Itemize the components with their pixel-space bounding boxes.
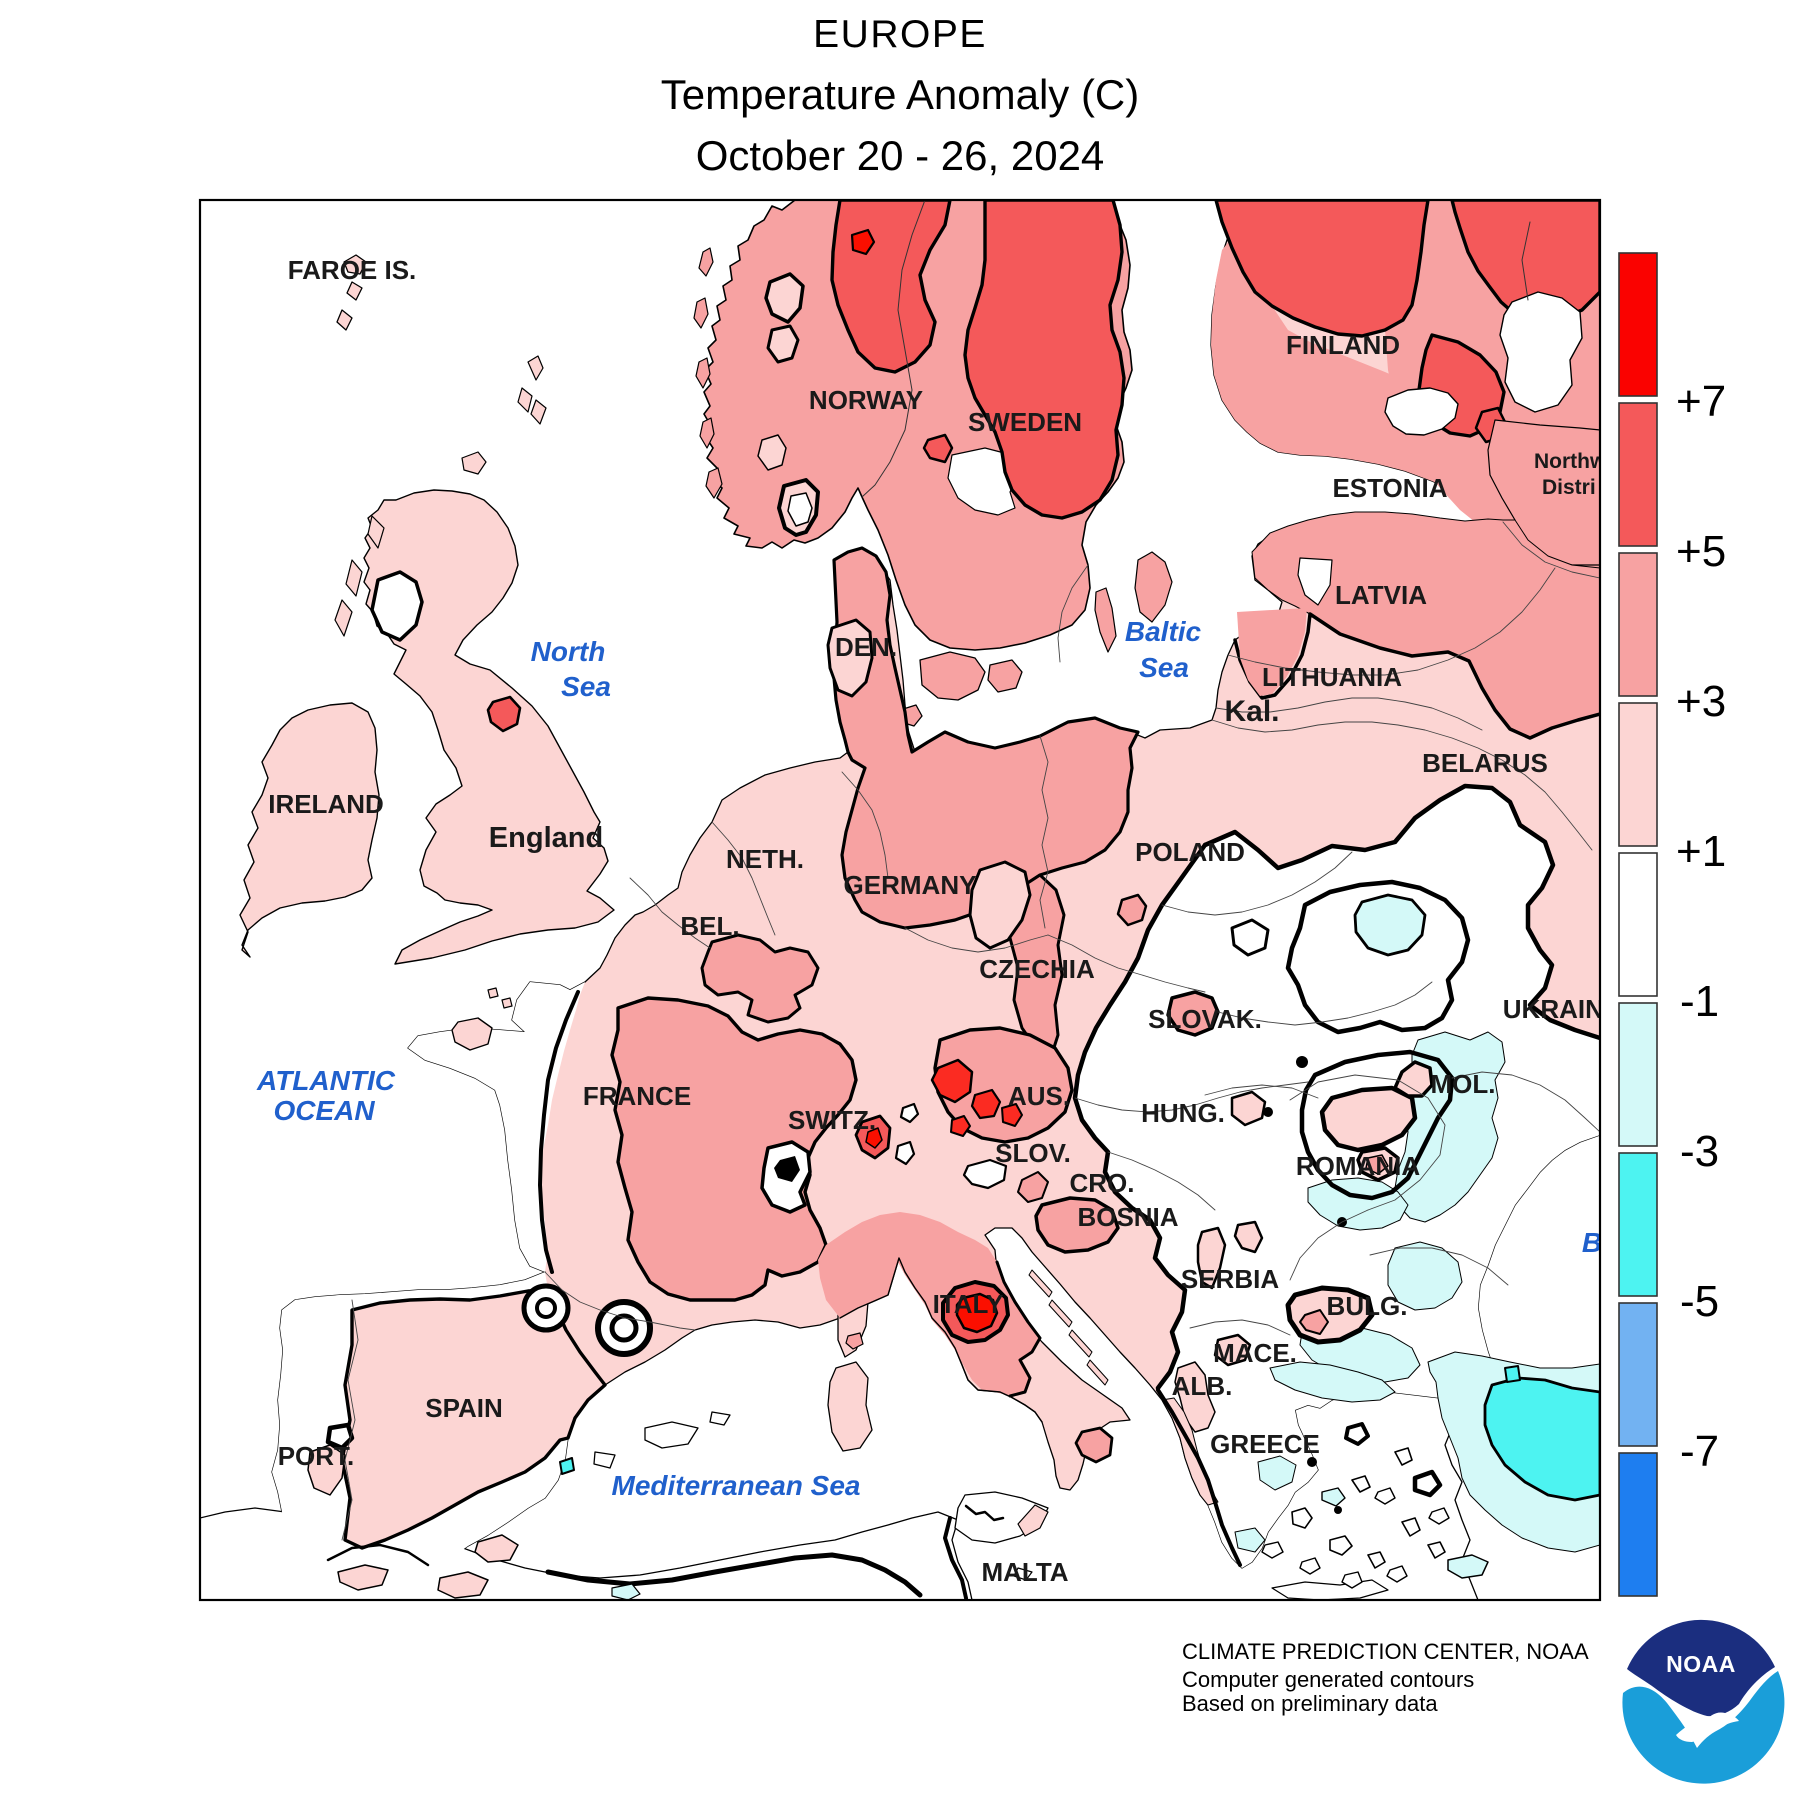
svg-text:+7: +7 xyxy=(1676,377,1726,426)
svg-text:Baltic: Baltic xyxy=(1125,616,1202,647)
svg-text:Based on preliminary data: Based on preliminary data xyxy=(1182,1691,1438,1716)
svg-text:-5: -5 xyxy=(1680,1277,1719,1326)
svg-text:+3: +3 xyxy=(1676,677,1726,726)
svg-text:DEN.: DEN. xyxy=(835,632,897,662)
svg-text:England: England xyxy=(489,822,603,854)
svg-text:UKRAINE: UKRAINE xyxy=(1503,994,1621,1024)
svg-text:B: B xyxy=(1582,1227,1602,1258)
svg-text:BELARUS: BELARUS xyxy=(1422,748,1548,778)
svg-text:SWITZ.: SWITZ. xyxy=(788,1105,876,1135)
svg-text:MOL.: MOL. xyxy=(1431,1069,1496,1099)
svg-text:+1: +1 xyxy=(1676,827,1726,876)
svg-text:North: North xyxy=(531,636,606,667)
svg-text:POLAND: POLAND xyxy=(1135,837,1245,867)
svg-text:+5: +5 xyxy=(1676,527,1726,576)
svg-text:NETH.: NETH. xyxy=(726,844,804,874)
svg-text:OCEAN: OCEAN xyxy=(273,1095,375,1126)
svg-text:SLOVAK.: SLOVAK. xyxy=(1148,1004,1262,1034)
svg-text:AUS.: AUS. xyxy=(1008,1081,1070,1111)
svg-text:Sea: Sea xyxy=(561,671,611,702)
svg-text:ESTONIA: ESTONIA xyxy=(1332,473,1447,503)
svg-text:GERMANY: GERMANY xyxy=(844,870,977,900)
svg-text:Computer generated contours: Computer generated contours xyxy=(1182,1667,1474,1692)
svg-text:FAROE IS.: FAROE IS. xyxy=(288,255,417,285)
svg-text:HUNG.: HUNG. xyxy=(1141,1098,1225,1128)
svg-text:SERBIA: SERBIA xyxy=(1181,1264,1279,1294)
svg-text:MALTA: MALTA xyxy=(981,1557,1068,1587)
svg-text:CRO.: CRO. xyxy=(1070,1168,1135,1198)
svg-text:BEL.: BEL. xyxy=(680,911,739,941)
svg-text:Kal.: Kal. xyxy=(1224,695,1279,728)
svg-text:NORWAY: NORWAY xyxy=(809,385,923,415)
svg-text:FINLAND: FINLAND xyxy=(1286,330,1400,360)
svg-text:Sea: Sea xyxy=(1139,652,1189,683)
svg-text:BULG.: BULG. xyxy=(1327,1291,1408,1321)
svg-text:ATLANTIC: ATLANTIC xyxy=(256,1065,396,1096)
svg-text:-3: -3 xyxy=(1680,1127,1719,1176)
svg-text:GREECE: GREECE xyxy=(1210,1429,1320,1459)
svg-text:CZECHIA: CZECHIA xyxy=(979,954,1095,984)
svg-text:NOAA: NOAA xyxy=(1666,1651,1736,1677)
svg-text:-1: -1 xyxy=(1680,977,1719,1026)
svg-text:SLOV.: SLOV. xyxy=(995,1138,1071,1168)
svg-text:ALB.: ALB. xyxy=(1172,1371,1233,1401)
svg-text:PORT.: PORT. xyxy=(278,1441,355,1471)
svg-text:FRANCE: FRANCE xyxy=(583,1081,691,1111)
svg-text:ROMANIA: ROMANIA xyxy=(1296,1151,1420,1181)
svg-text:SPAIN: SPAIN xyxy=(425,1393,503,1423)
svg-text:ITALY: ITALY xyxy=(933,1289,1004,1319)
svg-text:MACE.: MACE. xyxy=(1213,1338,1297,1368)
svg-text:-7: -7 xyxy=(1680,1427,1719,1476)
svg-text:SWEDEN: SWEDEN xyxy=(968,407,1082,437)
svg-text:Distri: Distri xyxy=(1542,476,1596,499)
svg-text:BOSNIA: BOSNIA xyxy=(1077,1202,1178,1232)
svg-text:CLIMATE PREDICTION CENTER, NOA: CLIMATE PREDICTION CENTER, NOAA xyxy=(1182,1639,1589,1664)
svg-text:LATVIA: LATVIA xyxy=(1335,580,1427,610)
svg-text:Mediterranean Sea: Mediterranean Sea xyxy=(612,1470,861,1501)
svg-text:LITHUANIA: LITHUANIA xyxy=(1262,662,1402,692)
svg-text:IRELAND: IRELAND xyxy=(268,789,384,819)
svg-text:Northw: Northw xyxy=(1534,450,1607,473)
